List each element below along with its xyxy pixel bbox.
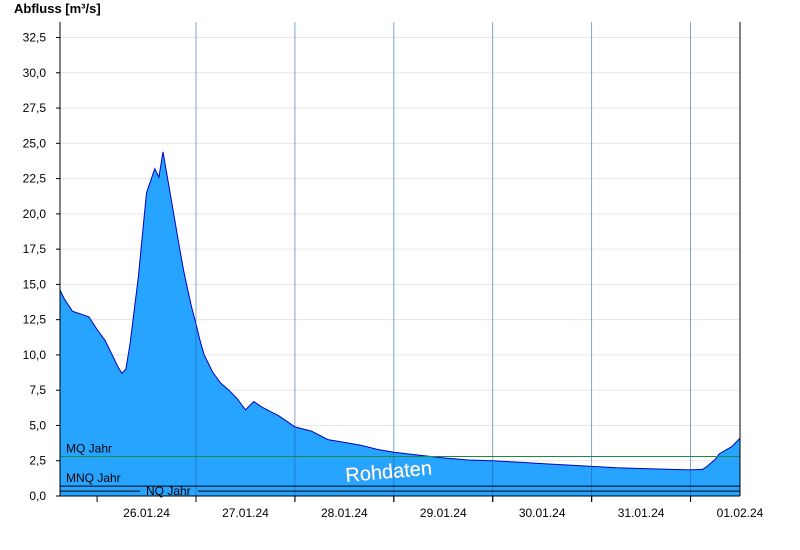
reference-line-label: MQ Jahr bbox=[66, 442, 112, 456]
day-lines bbox=[195, 22, 691, 496]
y-tick-label: 15,0 bbox=[23, 277, 47, 291]
x-tick-label: 27.01.24 bbox=[222, 506, 269, 520]
y-tick-label: 20,0 bbox=[23, 207, 47, 221]
y-tick-label: 2,5 bbox=[29, 454, 46, 468]
y-axis-label: Abfluss [m³/s] bbox=[14, 1, 101, 16]
x-tick-label: 30.01.24 bbox=[519, 506, 566, 520]
discharge-line bbox=[59, 151, 741, 471]
y-tick-label: 7,5 bbox=[29, 383, 46, 397]
y-tick-label: 30,0 bbox=[23, 66, 47, 80]
y-tick-label: 17,5 bbox=[23, 242, 47, 256]
y-tick-label: 32,5 bbox=[23, 31, 47, 45]
x-tick-label: 31.01.24 bbox=[618, 506, 665, 520]
reference-line-label: MNQ Jahr bbox=[66, 471, 121, 485]
axes bbox=[59, 22, 741, 497]
y-tick-label: 25,0 bbox=[23, 136, 47, 150]
y-tick-label: 10,0 bbox=[23, 348, 47, 362]
y-tick-label: 5,0 bbox=[29, 418, 46, 432]
y-tick-label: 27,5 bbox=[23, 101, 47, 115]
discharge-area bbox=[60, 151, 740, 497]
reference-line-label: NQ Jahr bbox=[146, 484, 191, 498]
reference-lines: MQ Jahr MNQ Jahr NQ Jahr bbox=[60, 442, 740, 498]
x-tick-label: 29.01.24 bbox=[420, 506, 467, 520]
y-ticks: 0,0 2,5 5,0 7,5 10,0 12,5 15,0 17,5 20,0 22,5 25,0… bbox=[23, 31, 60, 503]
x-tick-label: 01.02.24 bbox=[717, 506, 764, 520]
y-tick-label: 22,5 bbox=[23, 172, 47, 186]
y-tick-label: 0,0 bbox=[29, 489, 46, 503]
x-tick-label: 26.01.24 bbox=[123, 506, 170, 520]
y-tick-label: 12,5 bbox=[23, 313, 47, 327]
x-ticks: 26.01.24 27.01.24 28.01.24 29.01.24 30.01.24… bbox=[96, 496, 764, 520]
x-tick-label: 28.01.24 bbox=[321, 506, 368, 520]
